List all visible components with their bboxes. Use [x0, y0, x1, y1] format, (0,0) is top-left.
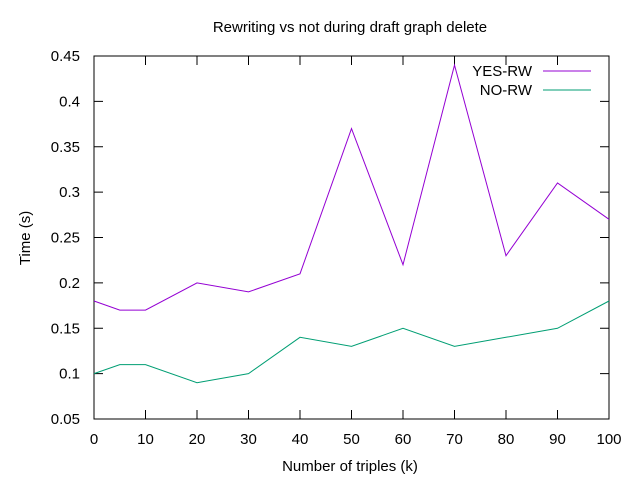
- x-tick-label: 80: [498, 431, 515, 448]
- y-tick-label: 0.1: [59, 366, 80, 383]
- y-axis-title: Time (s): [17, 211, 34, 265]
- x-tick-label: 0: [90, 431, 98, 448]
- y-tick-label: 0.35: [51, 139, 80, 156]
- series-line-no-rw: [93, 300, 610, 384]
- x-tick-label: 30: [240, 431, 257, 448]
- x-tick-label: 90: [549, 431, 566, 448]
- plot-area: 0 10 20 30 40 50 60 70 80 90 100 0.05 0.1 0.15 0.2 0.25…: [51, 48, 622, 448]
- y-tick-label: 0.15: [51, 320, 80, 337]
- plot-frame: [93, 55, 610, 420]
- y-tick-label: 0.45: [51, 48, 80, 65]
- chart-title: Rewriting vs not during draft graph dele…: [213, 19, 487, 36]
- x-tick-label: 100: [596, 431, 621, 448]
- y-tick-label: 0.2: [59, 275, 80, 292]
- x-axis-title: Number of triples (k): [282, 458, 418, 475]
- x-tick-label: 50: [343, 431, 360, 448]
- x-tick-label: 40: [292, 431, 309, 448]
- y-tick-label: 0.3: [59, 184, 80, 201]
- series-line-yes-rw: [93, 63, 610, 311]
- legend-label: NO-RW: [480, 82, 533, 99]
- y-tick-label: 0.05: [51, 411, 80, 428]
- y-tick-label: 0.4: [59, 93, 80, 110]
- legend-label: YES-RW: [472, 63, 533, 80]
- x-tick-label: 20: [189, 431, 206, 448]
- y-tick-label: 0.25: [51, 230, 80, 247]
- x-tick-label: 10: [137, 431, 154, 448]
- legend: YES-RW NO-RW: [472, 63, 591, 99]
- x-tick-label: 70: [446, 431, 463, 448]
- x-tick-label: 60: [395, 431, 412, 448]
